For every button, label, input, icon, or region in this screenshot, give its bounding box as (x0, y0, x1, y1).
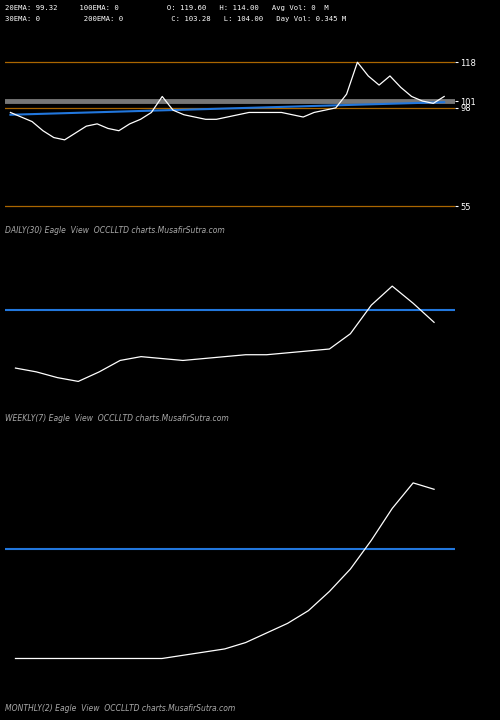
Text: 20EMA: 99.32     100EMA: 0           O: 119.60   H: 114.00   Avg Vol: 0  M: 20EMA: 99.32 100EMA: 0 O: 119.60 H: 114.… (5, 5, 329, 11)
Text: MONTHLY(2) Eagle  View  OCCLLTD charts.MusafirSutra.com: MONTHLY(2) Eagle View OCCLLTD charts.Mus… (5, 703, 235, 713)
Text: 30EMA: 0          200EMA: 0           C: 103.28   L: 104.00   Day Vol: 0.345 M: 30EMA: 0 200EMA: 0 C: 103.28 L: 104.00 D… (5, 16, 346, 22)
Text: WEEKLY(7) Eagle  View  OCCLLTD charts.MusafirSutra.com: WEEKLY(7) Eagle View OCCLLTD charts.Musa… (5, 413, 229, 423)
Text: DAILY(30) Eagle  View  OCCLLTD charts.MusafirSutra.com: DAILY(30) Eagle View OCCLLTD charts.Musa… (5, 225, 225, 235)
